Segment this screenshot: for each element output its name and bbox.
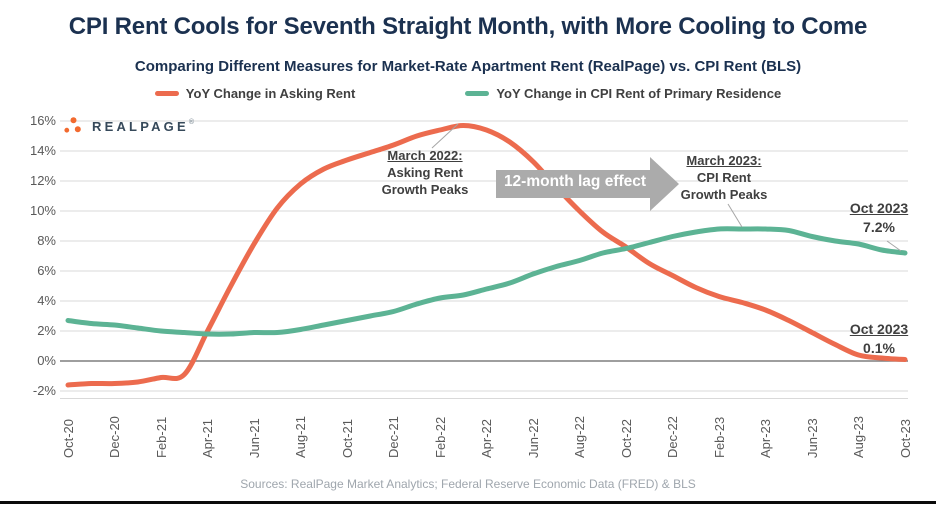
annotation-text: CPI Rent <box>696 170 752 185</box>
x-tick-label: Oct-20 <box>60 418 76 458</box>
annotation-value: 7.2% <box>863 219 895 235</box>
x-tick-label: Apr-23 <box>758 418 773 458</box>
realpage-dots-icon <box>64 117 81 133</box>
source-note: Sources: RealPage Market Analytics; Fede… <box>240 477 696 491</box>
y-tick-label: 2% <box>37 323 56 338</box>
y-tick-label: 16% <box>29 113 56 128</box>
x-tick-label: Jun-21 <box>246 418 262 458</box>
chart-subtitle: Comparing Different Measures for Market-… <box>134 58 802 75</box>
x-tick-label: Feb-22 <box>432 416 448 458</box>
legend-label: YoY Change in CPI Rent of Primary Reside… <box>496 86 782 101</box>
annotation-asking-rent-peak: March 2022: Asking Rent Growth Peaks <box>350 147 500 198</box>
x-tick-label: Dec-21 <box>386 416 401 458</box>
x-tick-label: Feb-21 <box>153 416 169 458</box>
x-tick-label: Apr-22 <box>479 418 494 458</box>
y-tick-label: 0% <box>37 353 56 368</box>
x-tick-label: Dec-22 <box>665 416 680 458</box>
annotation-date: March 2022: <box>387 148 463 163</box>
y-tick-label: 12% <box>29 173 56 188</box>
annotation-text: Growth Peaks <box>381 182 469 197</box>
cpi-rent-line-swatch-icon <box>465 91 490 96</box>
annotation-date: Oct 2023 <box>849 200 909 216</box>
x-tick-label: Jun-22 <box>525 418 541 458</box>
annotation-date: Oct 2023 <box>849 321 909 337</box>
x-tick-label: Aug-23 <box>851 416 866 458</box>
realpage-logo-text: REALPAGE® <box>92 118 195 134</box>
asking-rent-line-swatch-icon <box>154 91 179 96</box>
chart-title: CPI Rent Cools for Seventh Straight Mont… <box>68 13 868 40</box>
x-tick-label: Aug-22 <box>572 416 587 458</box>
y-tick-label: 8% <box>37 233 56 248</box>
x-tick-label: Oct-22 <box>618 418 634 458</box>
annotation-text: Growth Peaks <box>680 187 768 202</box>
legend-label: YoY Change in Asking Rent <box>185 86 356 101</box>
registered-mark: ® <box>188 118 195 126</box>
bottom-border <box>0 501 936 504</box>
legend-item-cpi-rent: YoY Change in CPI Rent of Primary Reside… <box>465 86 781 101</box>
x-tick-label: Feb-23 <box>711 416 727 458</box>
y-tick-label: -2% <box>32 383 56 398</box>
x-tick-label: Oct-21 <box>339 418 355 458</box>
x-tick-label: Dec-20 <box>107 416 122 458</box>
x-tick-label: Aug-21 <box>293 416 308 458</box>
y-tick-label: 14% <box>29 143 56 158</box>
legend: YoY Change in Asking Rent YoY Change in … <box>0 86 936 101</box>
annotation-date: March 2023: <box>686 153 762 168</box>
x-tick-label: Jun-23 <box>804 418 820 458</box>
annotation-cpi-latest-value: Oct 2023 7.2% <box>844 199 914 237</box>
realpage-logo: REALPAGE® <box>64 117 194 135</box>
y-tick-label: 6% <box>37 263 56 278</box>
annotation-cpi-rent-peak: March 2023: CPI Rent Growth Peaks <box>650 152 798 203</box>
lag-effect-arrow-label: 12-month lag effect <box>503 173 647 190</box>
annotation-asking-latest-value: Oct 2023 0.1% <box>844 320 914 358</box>
annotation-value: 0.1% <box>863 340 895 356</box>
x-tick-label: Oct-23 <box>897 418 913 458</box>
y-tick-label: 4% <box>37 293 56 308</box>
y-tick-label: 10% <box>29 203 56 218</box>
annotation-text: Asking Rent <box>387 165 463 180</box>
x-tick-label: Apr-21 <box>200 418 215 458</box>
legend-item-asking-rent: YoY Change in Asking Rent <box>154 86 356 101</box>
